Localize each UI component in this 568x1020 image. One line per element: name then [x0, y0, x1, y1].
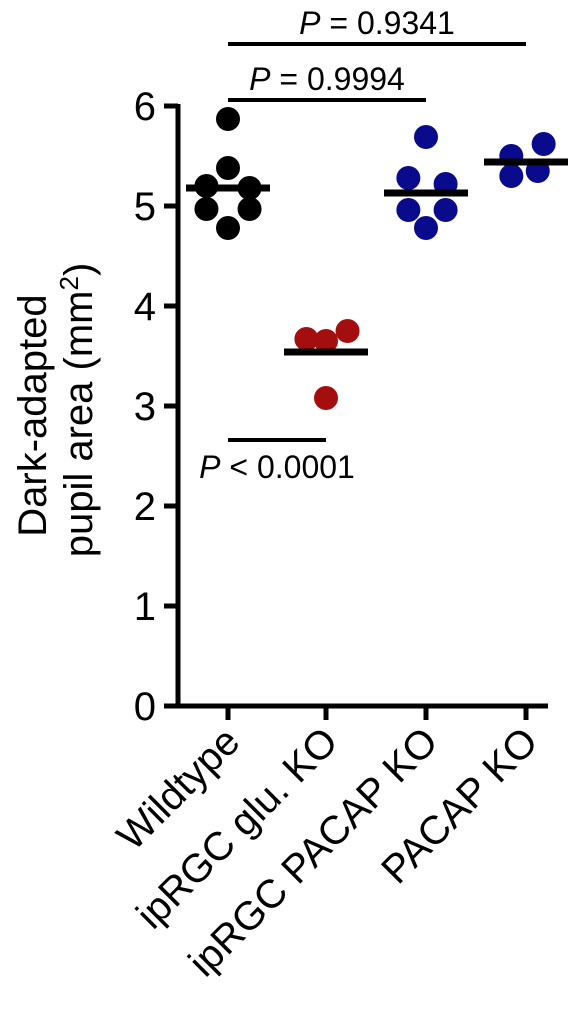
data-point	[237, 197, 262, 221]
data-point	[335, 319, 360, 343]
p-value-label: P < 0.0001	[199, 449, 355, 485]
p-value-number: < 0.0001	[221, 449, 355, 485]
y-tick-label: 6	[134, 85, 156, 129]
y-axis-label-line-1: Dark-adapted	[11, 294, 55, 536]
data-point	[216, 107, 240, 131]
data-point	[216, 216, 240, 240]
series-group	[484, 132, 568, 188]
p-value-number: = 0.9994	[271, 61, 405, 97]
y-axis-label-close: )	[57, 263, 101, 276]
y-tick-label: 5	[134, 185, 156, 229]
data-point	[414, 125, 438, 149]
data-point	[294, 327, 319, 351]
data-point	[314, 386, 338, 410]
p-value-symbol: P	[199, 449, 221, 485]
p-value-label: P = 0.9341	[299, 5, 455, 41]
data-point	[314, 329, 338, 353]
data-point	[216, 156, 240, 180]
data-point	[433, 198, 458, 222]
p-value-symbol: P	[249, 61, 271, 97]
y-axis-label-superscript: 2	[54, 276, 84, 290]
y-tick-label: 0	[134, 685, 156, 729]
series-group	[186, 107, 270, 240]
p-value-symbol: P	[299, 5, 321, 41]
data-point	[396, 198, 421, 222]
series-group	[384, 125, 468, 240]
data-point	[499, 164, 524, 188]
p-value-number: = 0.9341	[321, 5, 455, 41]
y-tick-label: 4	[134, 285, 156, 329]
data-marks	[186, 107, 568, 410]
series-group	[284, 319, 368, 410]
p-value-label: P = 0.9994	[249, 61, 405, 97]
data-point	[531, 132, 556, 156]
y-tick-label: 1	[134, 585, 156, 629]
data-point	[414, 216, 438, 240]
y-axis-label: Dark-adapted pupil area (mm2)	[11, 263, 101, 558]
y-tick-label: 2	[134, 485, 156, 529]
data-point	[194, 197, 219, 221]
y-axis-label-line-2: pupil area (mm	[57, 291, 101, 558]
data-point	[396, 166, 421, 190]
y-tick-label: 3	[134, 385, 156, 429]
